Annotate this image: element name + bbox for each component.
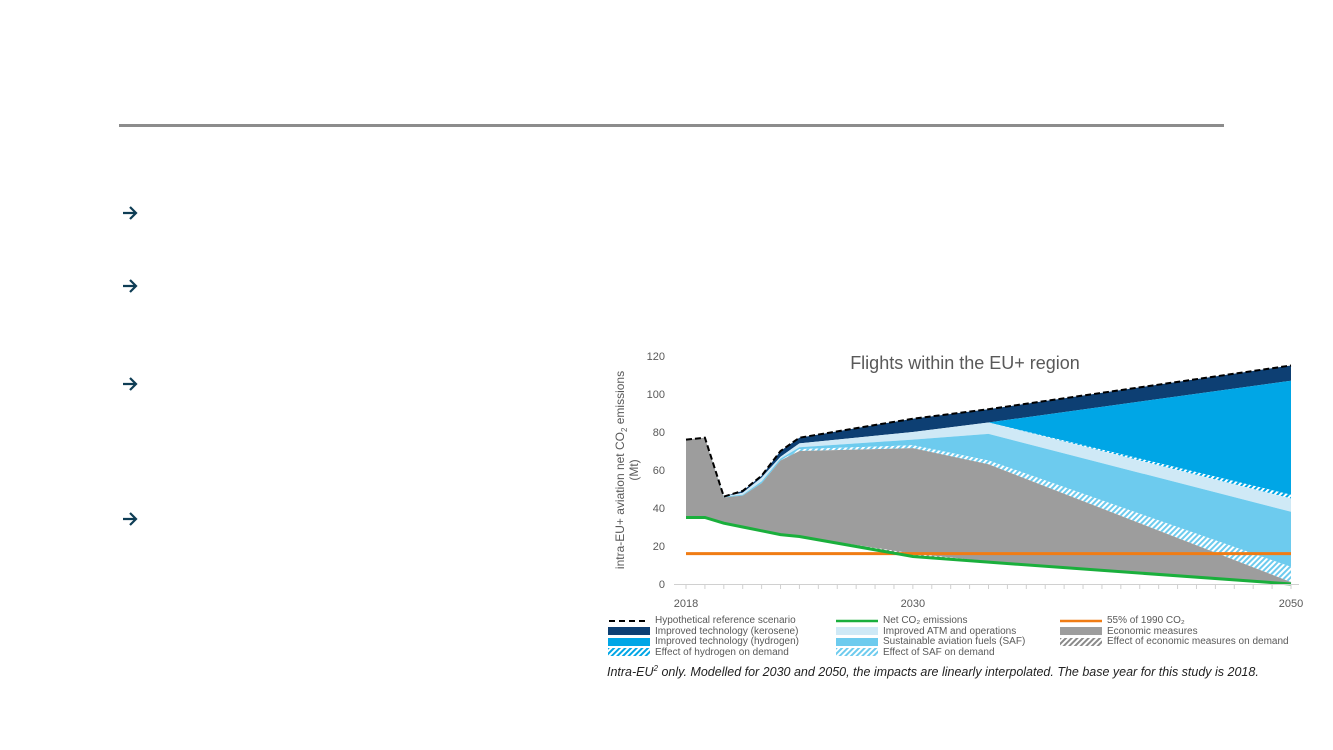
legend-label: Improved technology (kerosene) xyxy=(655,625,799,637)
legend-swatch xyxy=(608,648,650,656)
legend-item: Improved ATM and operations xyxy=(836,626,1016,637)
y-tick-label: 40 xyxy=(653,503,665,515)
arrow-right-icon xyxy=(123,279,138,293)
arrow-right-icon xyxy=(123,377,138,391)
legend-swatch xyxy=(1060,627,1102,635)
chart-title: Flights within the EU+ region xyxy=(850,353,1080,373)
y-tick-label: 100 xyxy=(647,389,665,401)
legend-swatch xyxy=(608,637,650,646)
legend-label: Effect of SAF on demand xyxy=(883,646,995,658)
chart-caption: Intra-EU2 only. Modelled for 2030 and 20… xyxy=(607,664,1259,680)
legend-swatch xyxy=(836,627,878,635)
y-tick-label: 20 xyxy=(653,541,665,553)
legend-label: Effect of hydrogen on demand xyxy=(655,646,789,658)
legend-item: Sustainable aviation fuels (SAF) xyxy=(836,636,1025,647)
legend-item: Net CO₂ emissions xyxy=(836,615,967,626)
legend-swatch xyxy=(836,619,878,622)
legend-label: Effect of economic measures on demand xyxy=(1107,636,1289,647)
x-tick-label: 2050 xyxy=(1279,598,1303,610)
band-economic-measures xyxy=(686,437,1291,584)
y-axis-label-unit: (Mt) xyxy=(627,459,641,480)
legend-label: Hypothetical reference scenario xyxy=(655,615,796,626)
legend-item: Effect of economic measures on demand xyxy=(1060,636,1289,647)
legend-item: Economic measures xyxy=(1060,626,1198,637)
band-hydrogen-technology xyxy=(686,380,1291,497)
reference-scenario-line xyxy=(685,364,1292,498)
y-tick-label: 80 xyxy=(653,427,665,439)
legend-item: Improved technology (hydrogen) xyxy=(608,636,799,647)
legend-label: 55% of 1990 CO₂ xyxy=(1107,615,1185,626)
legend-item: Hypothetical reference scenario xyxy=(608,615,796,626)
legend-label: Improved ATM and operations xyxy=(883,625,1017,637)
legend-swatch xyxy=(836,648,878,656)
y-tick-label: 0 xyxy=(659,579,665,591)
legend-label: Improved technology (hydrogen) xyxy=(655,636,799,647)
y-tick-label: 60 xyxy=(653,465,665,477)
legend-label: Economic measures xyxy=(1107,625,1198,637)
y-tick-label: 120 xyxy=(647,351,665,363)
legend-swatch xyxy=(609,619,649,622)
x-tick-label: 2030 xyxy=(901,598,925,610)
legend-item: 55% of 1990 CO₂ xyxy=(1060,615,1185,626)
legend-item: Effect of SAF on demand xyxy=(836,647,995,658)
title-divider xyxy=(119,124,1224,127)
legend-swatch xyxy=(1060,637,1102,646)
legend-item: Improved technology (kerosene) xyxy=(608,626,798,637)
legend-label: Net CO₂ emissions xyxy=(883,615,968,626)
legend-swatch xyxy=(836,637,878,646)
y-axis-label: intra-EU+ aviation net CO2 emissions xyxy=(613,371,629,569)
band-kerosene-technology xyxy=(686,365,1291,497)
legend-item: Effect of hydrogen on demand xyxy=(608,647,789,658)
legend-label: Sustainable aviation fuels (SAF) xyxy=(883,636,1026,647)
arrow-right-icon xyxy=(123,512,138,526)
legend-swatch xyxy=(1060,619,1102,622)
x-tick-label: 2018 xyxy=(674,598,698,610)
net-emissions-line xyxy=(686,516,1292,586)
legend-swatch xyxy=(608,627,650,635)
arrow-right-icon xyxy=(123,206,138,220)
